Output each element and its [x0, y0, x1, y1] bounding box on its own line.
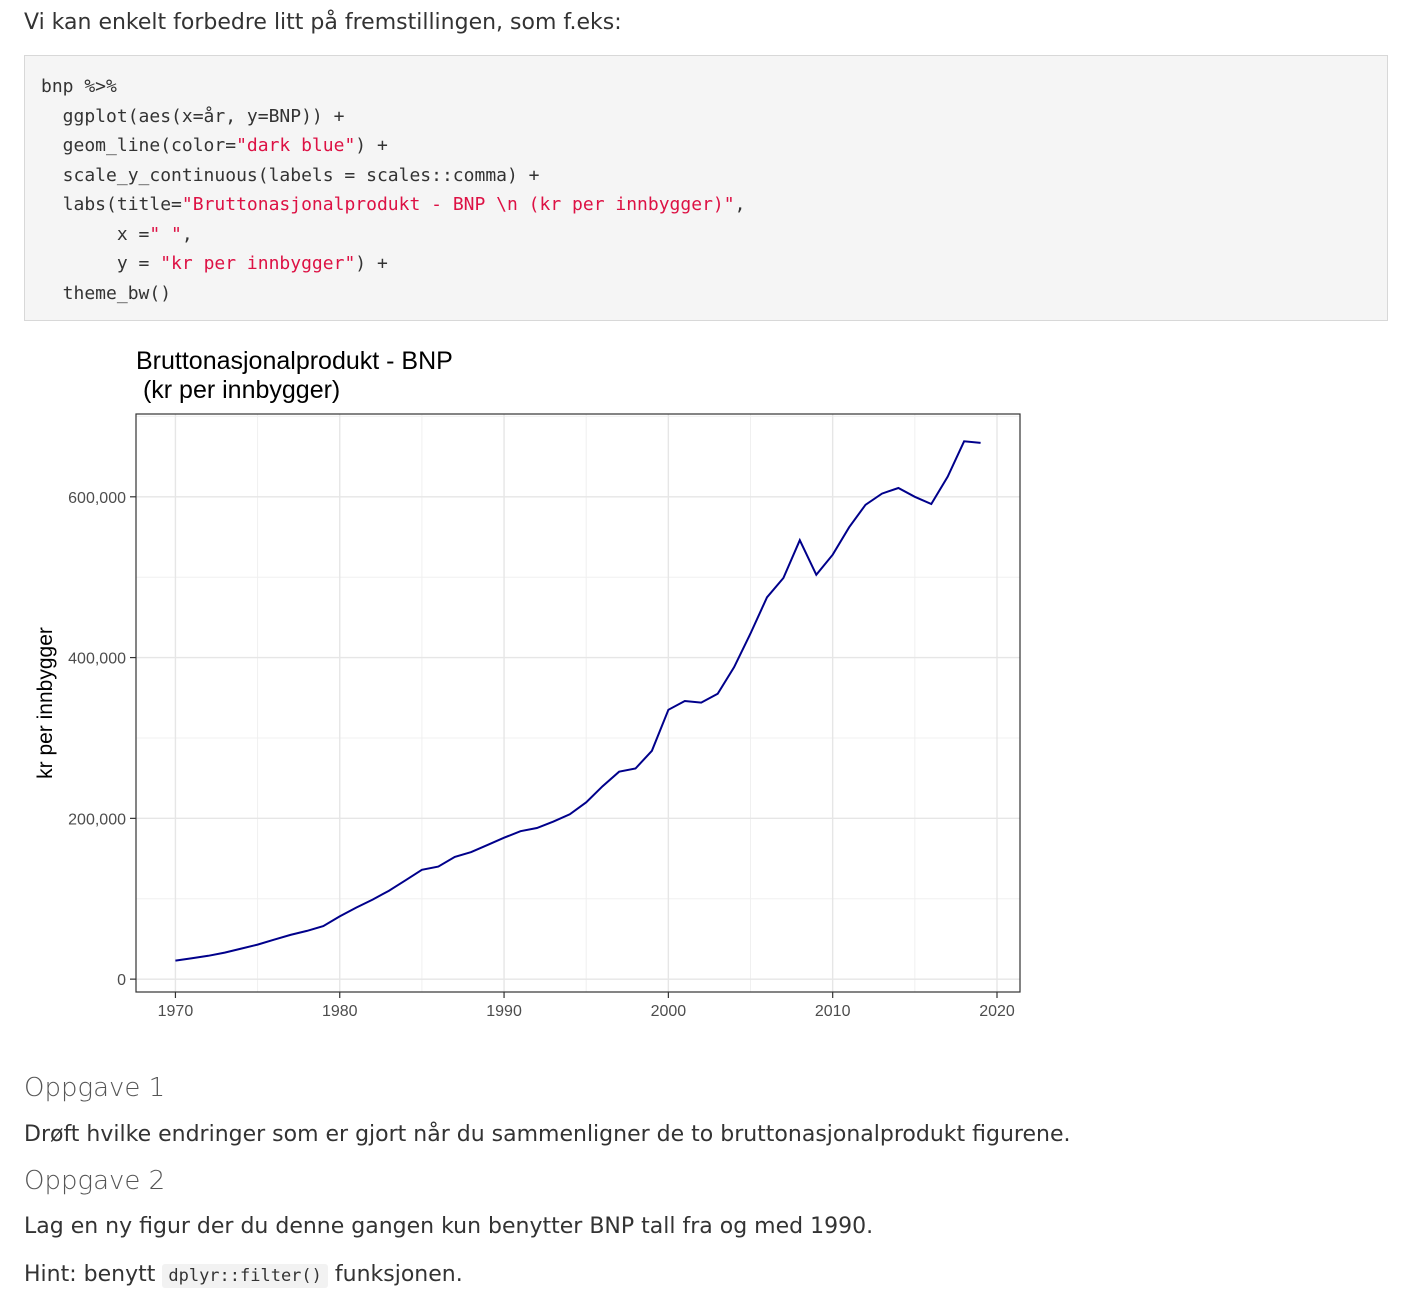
- code-line: bnp %>%: [41, 76, 117, 97]
- code-token: ) +: [355, 135, 388, 156]
- bnp-line-chart: Bruttonasjonalprodukt - BNP (kr per innb…: [34, 347, 1021, 1020]
- intro-paragraph: Vi kan enkelt forbedre litt på fremstill…: [24, 10, 622, 35]
- code-text: bnp %>% ggplot(aes(x=år, y=BNP)) + geom_…: [41, 72, 745, 308]
- code-token: ,: [734, 194, 746, 215]
- code-token: theme_bw(): [41, 282, 172, 304]
- y-tick-label: 0: [117, 972, 126, 989]
- code-string: "Bruttonasjonalprodukt - BNP \n (kr per …: [181, 194, 735, 215]
- code-token: ggplot(aes(x=år, y=BNP)) +: [41, 105, 345, 127]
- x-tick-label: 1980: [322, 1003, 358, 1020]
- y-axis: 0 200,000 400,000 600,000: [68, 490, 136, 989]
- code-line: theme_bw(): [41, 283, 171, 304]
- hint-paragraph: Hint: benytt dplyr::filter() funksjonen.: [24, 1260, 463, 1291]
- code-token: x =: [41, 223, 150, 245]
- code-token: ) +: [355, 253, 388, 274]
- code-block: bnp %>% ggplot(aes(x=år, y=BNP)) + geom_…: [24, 55, 1388, 321]
- code-token: labs(title=: [41, 194, 182, 215]
- code-token: geom_line(color=: [41, 135, 237, 156]
- code-token: bnp %>%: [41, 76, 117, 97]
- task-1-heading: Oppgave 1: [24, 1073, 166, 1103]
- chart-subtitle: (kr per innbygger): [136, 376, 340, 404]
- code-token: y =: [41, 253, 161, 274]
- task-1-text: Drøft hvilke endringer som er gjort når …: [24, 1122, 1071, 1147]
- hint-suffix: funksjonen.: [334, 1262, 463, 1287]
- x-tick-label: 2000: [651, 1003, 687, 1020]
- x-axis: 1970 1980 1990 2000 2010 2020: [158, 992, 1015, 1020]
- code-token: ,: [181, 223, 193, 245]
- major-gridlines: [136, 414, 1020, 992]
- x-tick-label: 1990: [486, 1003, 522, 1020]
- code-line: ggplot(aes(x=år, y=BNP)) +: [41, 105, 345, 127]
- x-tick-label: 2020: [979, 1003, 1015, 1020]
- code-token: scale_y_continuous(labels = scales::comm…: [41, 164, 540, 186]
- code-line: scale_y_continuous(labels = scales::comm…: [41, 165, 540, 186]
- y-tick-label: 200,000: [68, 811, 126, 828]
- y-axis-label: kr per innbygger: [34, 627, 57, 779]
- code-line: geom_line(color="dark blue") +: [41, 135, 388, 156]
- plot-panel-border: [135, 413, 1021, 993]
- hint-code: dplyr::filter(): [162, 1264, 328, 1288]
- task-2-text: Lag en ny figur der du denne gangen kun …: [24, 1214, 874, 1239]
- code-line: y = "kr per innbygger") +: [41, 253, 388, 274]
- code-string: " ": [149, 223, 182, 245]
- bnp-series-line: [175, 440, 981, 962]
- code-line: x =" ",: [41, 224, 193, 245]
- code-line: labs(title="Bruttonasjonalprodukt - BNP …: [41, 194, 746, 215]
- x-tick-label: 2010: [815, 1003, 851, 1020]
- series-layer: [175, 440, 981, 962]
- code-string: "dark blue": [236, 135, 356, 156]
- hint-prefix: Hint: benytt: [24, 1262, 156, 1287]
- chart-figure: Bruttonasjonalprodukt - BNP (kr per innb…: [24, 336, 1024, 1030]
- y-tick-label: 400,000: [68, 651, 126, 668]
- x-tick-label: 1970: [158, 1003, 194, 1020]
- y-tick-label: 600,000: [68, 490, 126, 507]
- minor-gridlines: [136, 414, 1020, 992]
- task-2-heading: Oppgave 2: [24, 1166, 166, 1196]
- chart-title: Bruttonasjonalprodukt - BNP: [136, 347, 453, 375]
- code-string: "kr per innbygger": [160, 253, 356, 274]
